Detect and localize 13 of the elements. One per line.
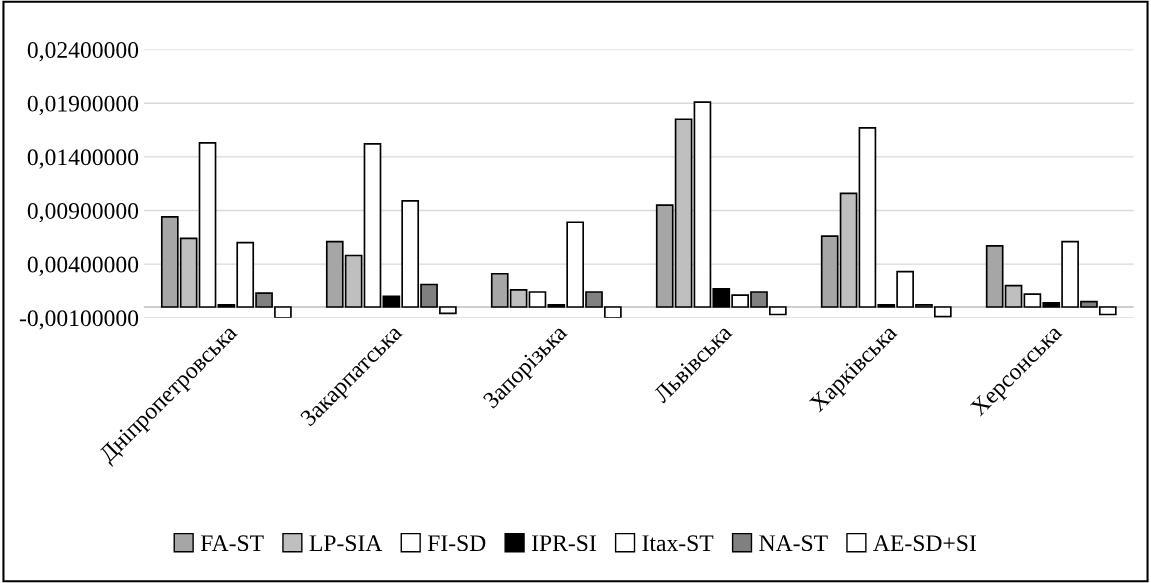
- y-tick-label: 0,01400000: [27, 149, 139, 169]
- y-tick-label: 0,00900000: [27, 202, 139, 223]
- legend-label: IPR-SI: [531, 535, 596, 552]
- legend-label: LP-SIA: [309, 535, 383, 552]
- legend-label: FA-ST: [200, 535, 264, 552]
- y-tick-label: 0,00400000: [27, 256, 139, 276]
- legend-label: NA-ST: [759, 535, 828, 552]
- legend-label: AE-SD+SI: [873, 535, 976, 552]
- legend-label: Itax-ST: [642, 535, 714, 552]
- y-tick-label: 0,02400000: [27, 42, 139, 62]
- y-tick-label: -0,00100000: [19, 310, 139, 330]
- y-tick-label: 0,01900000: [27, 95, 139, 116]
- legend-label: FI-SD: [427, 535, 486, 552]
